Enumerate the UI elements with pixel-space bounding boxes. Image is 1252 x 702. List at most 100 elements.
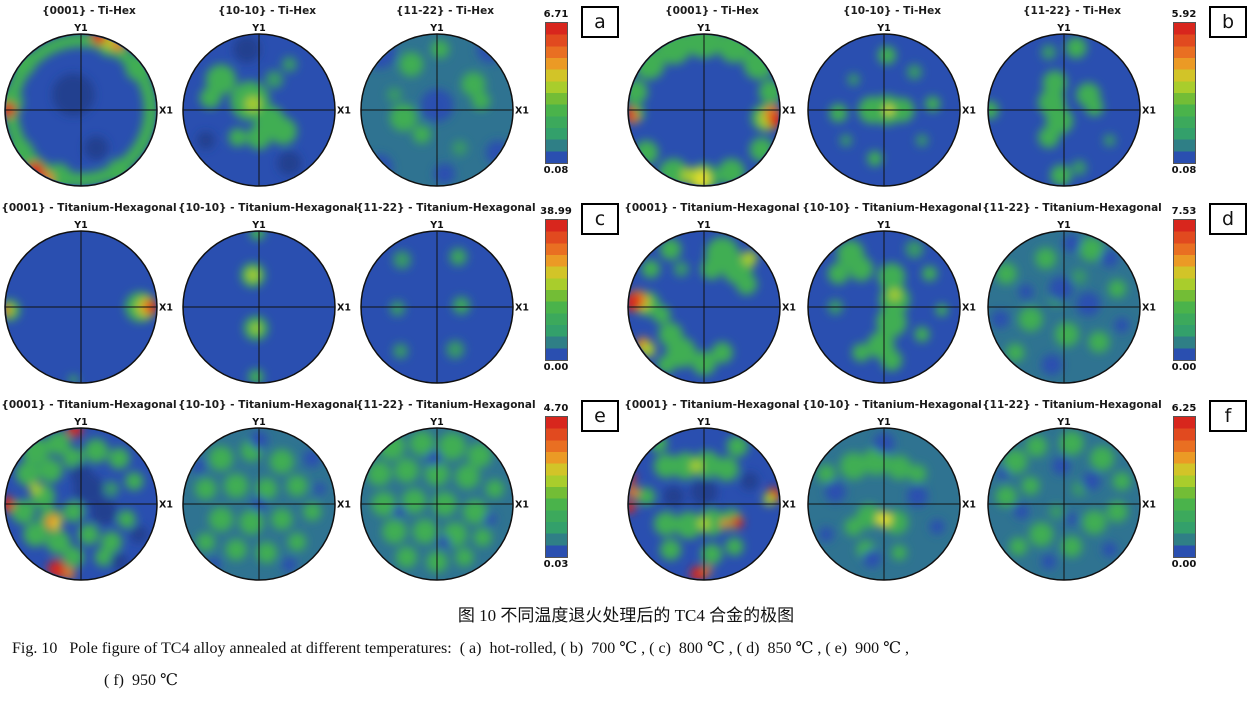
pole-circle-outline bbox=[627, 230, 781, 384]
colorbar-min-label: 0.08 bbox=[543, 165, 569, 176]
pole-circle-outline bbox=[627, 33, 781, 187]
panel-letter-col-f: f bbox=[1206, 394, 1250, 591]
pole-figure-title: {0001} - Ti-Hex bbox=[665, 5, 759, 17]
pole-figure-plot: Y1 X1 bbox=[807, 417, 976, 581]
pole-figure-a-1: {0001} - Ti-Hex Y1 X1 bbox=[0, 0, 178, 197]
y-axis-label: Y1 bbox=[1056, 417, 1071, 428]
pole-figure-title: {10-10} - Titanium-Hexagonal bbox=[178, 399, 358, 411]
panel-letter-col-a: a bbox=[578, 0, 622, 197]
panel-a: {0001} - Ti-Hex Y1 X1 {10-10} - Ti-Hex Y1 X1{… bbox=[0, 0, 622, 197]
y-axis-label: Y1 bbox=[1056, 23, 1071, 34]
panel-c: {0001} - Titanium-Hexagonal Y1 X1 {10-10} -… bbox=[0, 197, 622, 394]
intensity-blobs bbox=[995, 431, 1131, 570]
panel-d: {0001} - Titanium-Hexagonal Y1 X1 {10-10} -… bbox=[622, 197, 1252, 394]
pole-figure-title: {0001} - Titanium-Hexagonal bbox=[624, 202, 800, 214]
colorbar-max-label: 38.99 bbox=[540, 206, 572, 217]
colorbar-min-label: 0.00 bbox=[1171, 559, 1197, 570]
pole-circle-outline bbox=[360, 427, 514, 581]
pole-figure-title: {11-22} - Ti-Hex bbox=[395, 5, 494, 17]
colorbar-min-label: 0.08 bbox=[1171, 165, 1197, 176]
pole-figure-plot: Y1 X1 bbox=[182, 23, 351, 187]
y-axis-label: Y1 bbox=[876, 220, 891, 231]
pole-figure-plot: Y1 X1 bbox=[4, 23, 173, 187]
x-axis-label: X1 bbox=[1142, 106, 1156, 117]
pole-circle-outline bbox=[627, 427, 781, 581]
pole-figure-title: {10-10} - Ti-Hex bbox=[842, 5, 941, 17]
x-axis-label: X1 bbox=[782, 106, 796, 117]
pole-figure-title: {10-10} - Titanium-Hexagonal bbox=[802, 202, 982, 214]
pole-circle-outline bbox=[807, 230, 961, 384]
colorbar-f: 6.25 0.00 bbox=[1162, 394, 1206, 591]
caption-english-line1: Fig. 10 Pole figure of TC4 alloy anneale… bbox=[12, 640, 909, 657]
pole-circle-outline bbox=[987, 230, 1141, 384]
colorbar-gradient bbox=[544, 22, 568, 164]
panel-letter-col-d: d bbox=[1206, 197, 1250, 394]
panel-letter-f: f bbox=[1209, 400, 1247, 432]
pole-figure-plot: Y1 X1 bbox=[182, 417, 351, 581]
colorbar-gradient bbox=[1172, 219, 1196, 361]
figure-row: {0001} - Titanium-Hexagonal Y1 X1 {10-10} -… bbox=[0, 197, 1252, 394]
pole-figure-plot: Y1 X1 bbox=[807, 220, 976, 384]
pole-figure-title: {11-22} - Titanium-Hexagonal bbox=[356, 399, 536, 411]
panel-letter-col-c: c bbox=[578, 197, 622, 394]
figure-row: {0001} - Titanium-Hexagonal Y1 X1 {10-10} -… bbox=[0, 394, 1252, 591]
pole-figure-c-1: {0001} - Titanium-Hexagonal Y1 X1 bbox=[0, 197, 178, 394]
pole-figure-plot: Y1 X1 bbox=[360, 417, 529, 581]
pole-circle-outline bbox=[182, 230, 336, 384]
pole-figure-title: {0001} - Titanium-Hexagonal bbox=[624, 399, 800, 411]
pole-circle-outline bbox=[4, 230, 158, 384]
intensity-blobs bbox=[991, 234, 1130, 376]
figure-row: {0001} - Ti-Hex Y1 X1 {10-10} - Ti-Hex Y1 X1{… bbox=[0, 0, 1252, 197]
pole-figure-plot: Y1 X1 bbox=[360, 23, 529, 187]
y-axis-label: Y1 bbox=[696, 220, 711, 231]
panel-letter-col-e: e bbox=[578, 394, 622, 591]
pole-figure-title: {11-22} - Ti-Hex bbox=[1022, 5, 1121, 17]
x-axis-label: X1 bbox=[159, 500, 173, 511]
x-axis-label: X1 bbox=[782, 500, 796, 511]
pole-circle-outline bbox=[182, 427, 336, 581]
x-axis-label: X1 bbox=[515, 106, 529, 117]
panel-letter-a: a bbox=[581, 6, 619, 38]
panel-letter-col-b: b bbox=[1206, 0, 1250, 197]
y-axis-label: Y1 bbox=[429, 220, 444, 231]
colorbar-min-label: 0.03 bbox=[543, 559, 569, 570]
colorbar-c: 38.99 0.00 bbox=[534, 197, 578, 394]
colorbar-gradient bbox=[1172, 22, 1196, 164]
pole-figure-plot: Y1 X1 bbox=[987, 220, 1156, 384]
pole-circle-outline bbox=[987, 33, 1141, 187]
x-axis-label: X1 bbox=[159, 303, 173, 314]
y-axis-label: Y1 bbox=[696, 23, 711, 34]
pole-figure-e-1: {0001} - Titanium-Hexagonal Y1 X1 bbox=[0, 394, 178, 591]
intensity-blobs bbox=[389, 247, 471, 359]
intensity-blobs bbox=[367, 431, 504, 573]
pole-circle-outline bbox=[987, 427, 1141, 581]
pole-figure-title: {11-22} - Titanium-Hexagonal bbox=[982, 399, 1162, 411]
panel-e: {0001} - Titanium-Hexagonal Y1 X1 {10-10} -… bbox=[0, 394, 622, 591]
intensity-blobs bbox=[817, 432, 945, 568]
colorbar-max-label: 6.25 bbox=[1171, 403, 1197, 414]
x-axis-label: X1 bbox=[962, 303, 976, 314]
pole-figure-plot: Y1 X1 bbox=[4, 417, 173, 581]
colorbar-max-label: 4.70 bbox=[543, 403, 569, 414]
pole-figure-a-3: {11-22} - Ti-Hex Y1 X1 bbox=[356, 0, 534, 197]
colorbar-gradient bbox=[1172, 416, 1196, 558]
y-axis-label: Y1 bbox=[251, 23, 266, 34]
pole-circle-outline bbox=[807, 427, 961, 581]
x-axis-label: X1 bbox=[337, 500, 351, 511]
x-axis-label: X1 bbox=[962, 500, 976, 511]
pole-figure-d-2: {10-10} - Titanium-Hexagonal Y1 X1 bbox=[802, 197, 982, 394]
y-axis-label: Y1 bbox=[429, 23, 444, 34]
pole-figure-e-3: {11-22} - Titanium-Hexagonal Y1 X1 bbox=[356, 394, 536, 591]
pole-figure-c-3: {11-22} - Titanium-Hexagonal Y1 X1 bbox=[356, 197, 536, 394]
pole-figure-f-2: {10-10} - Titanium-Hexagonal Y1 X1 bbox=[802, 394, 982, 591]
panel-f: {0001} - Titanium-Hexagonal Y1 X1 {10-10} -… bbox=[622, 394, 1252, 591]
x-axis-label: X1 bbox=[159, 106, 173, 117]
colorbar-d: 7.53 0.00 bbox=[1162, 197, 1206, 394]
y-axis-label: Y1 bbox=[1056, 220, 1071, 231]
figure-panels: {0001} - Ti-Hex Y1 X1 {10-10} - Ti-Hex Y1 X1{… bbox=[0, 0, 1252, 591]
panel-letter-d: d bbox=[1209, 203, 1247, 235]
pole-figure-title: {0001} - Ti-Hex bbox=[42, 5, 136, 17]
pole-figure-b-2: {10-10} - Ti-Hex Y1 X1 bbox=[802, 0, 982, 197]
x-axis-label: X1 bbox=[515, 303, 529, 314]
